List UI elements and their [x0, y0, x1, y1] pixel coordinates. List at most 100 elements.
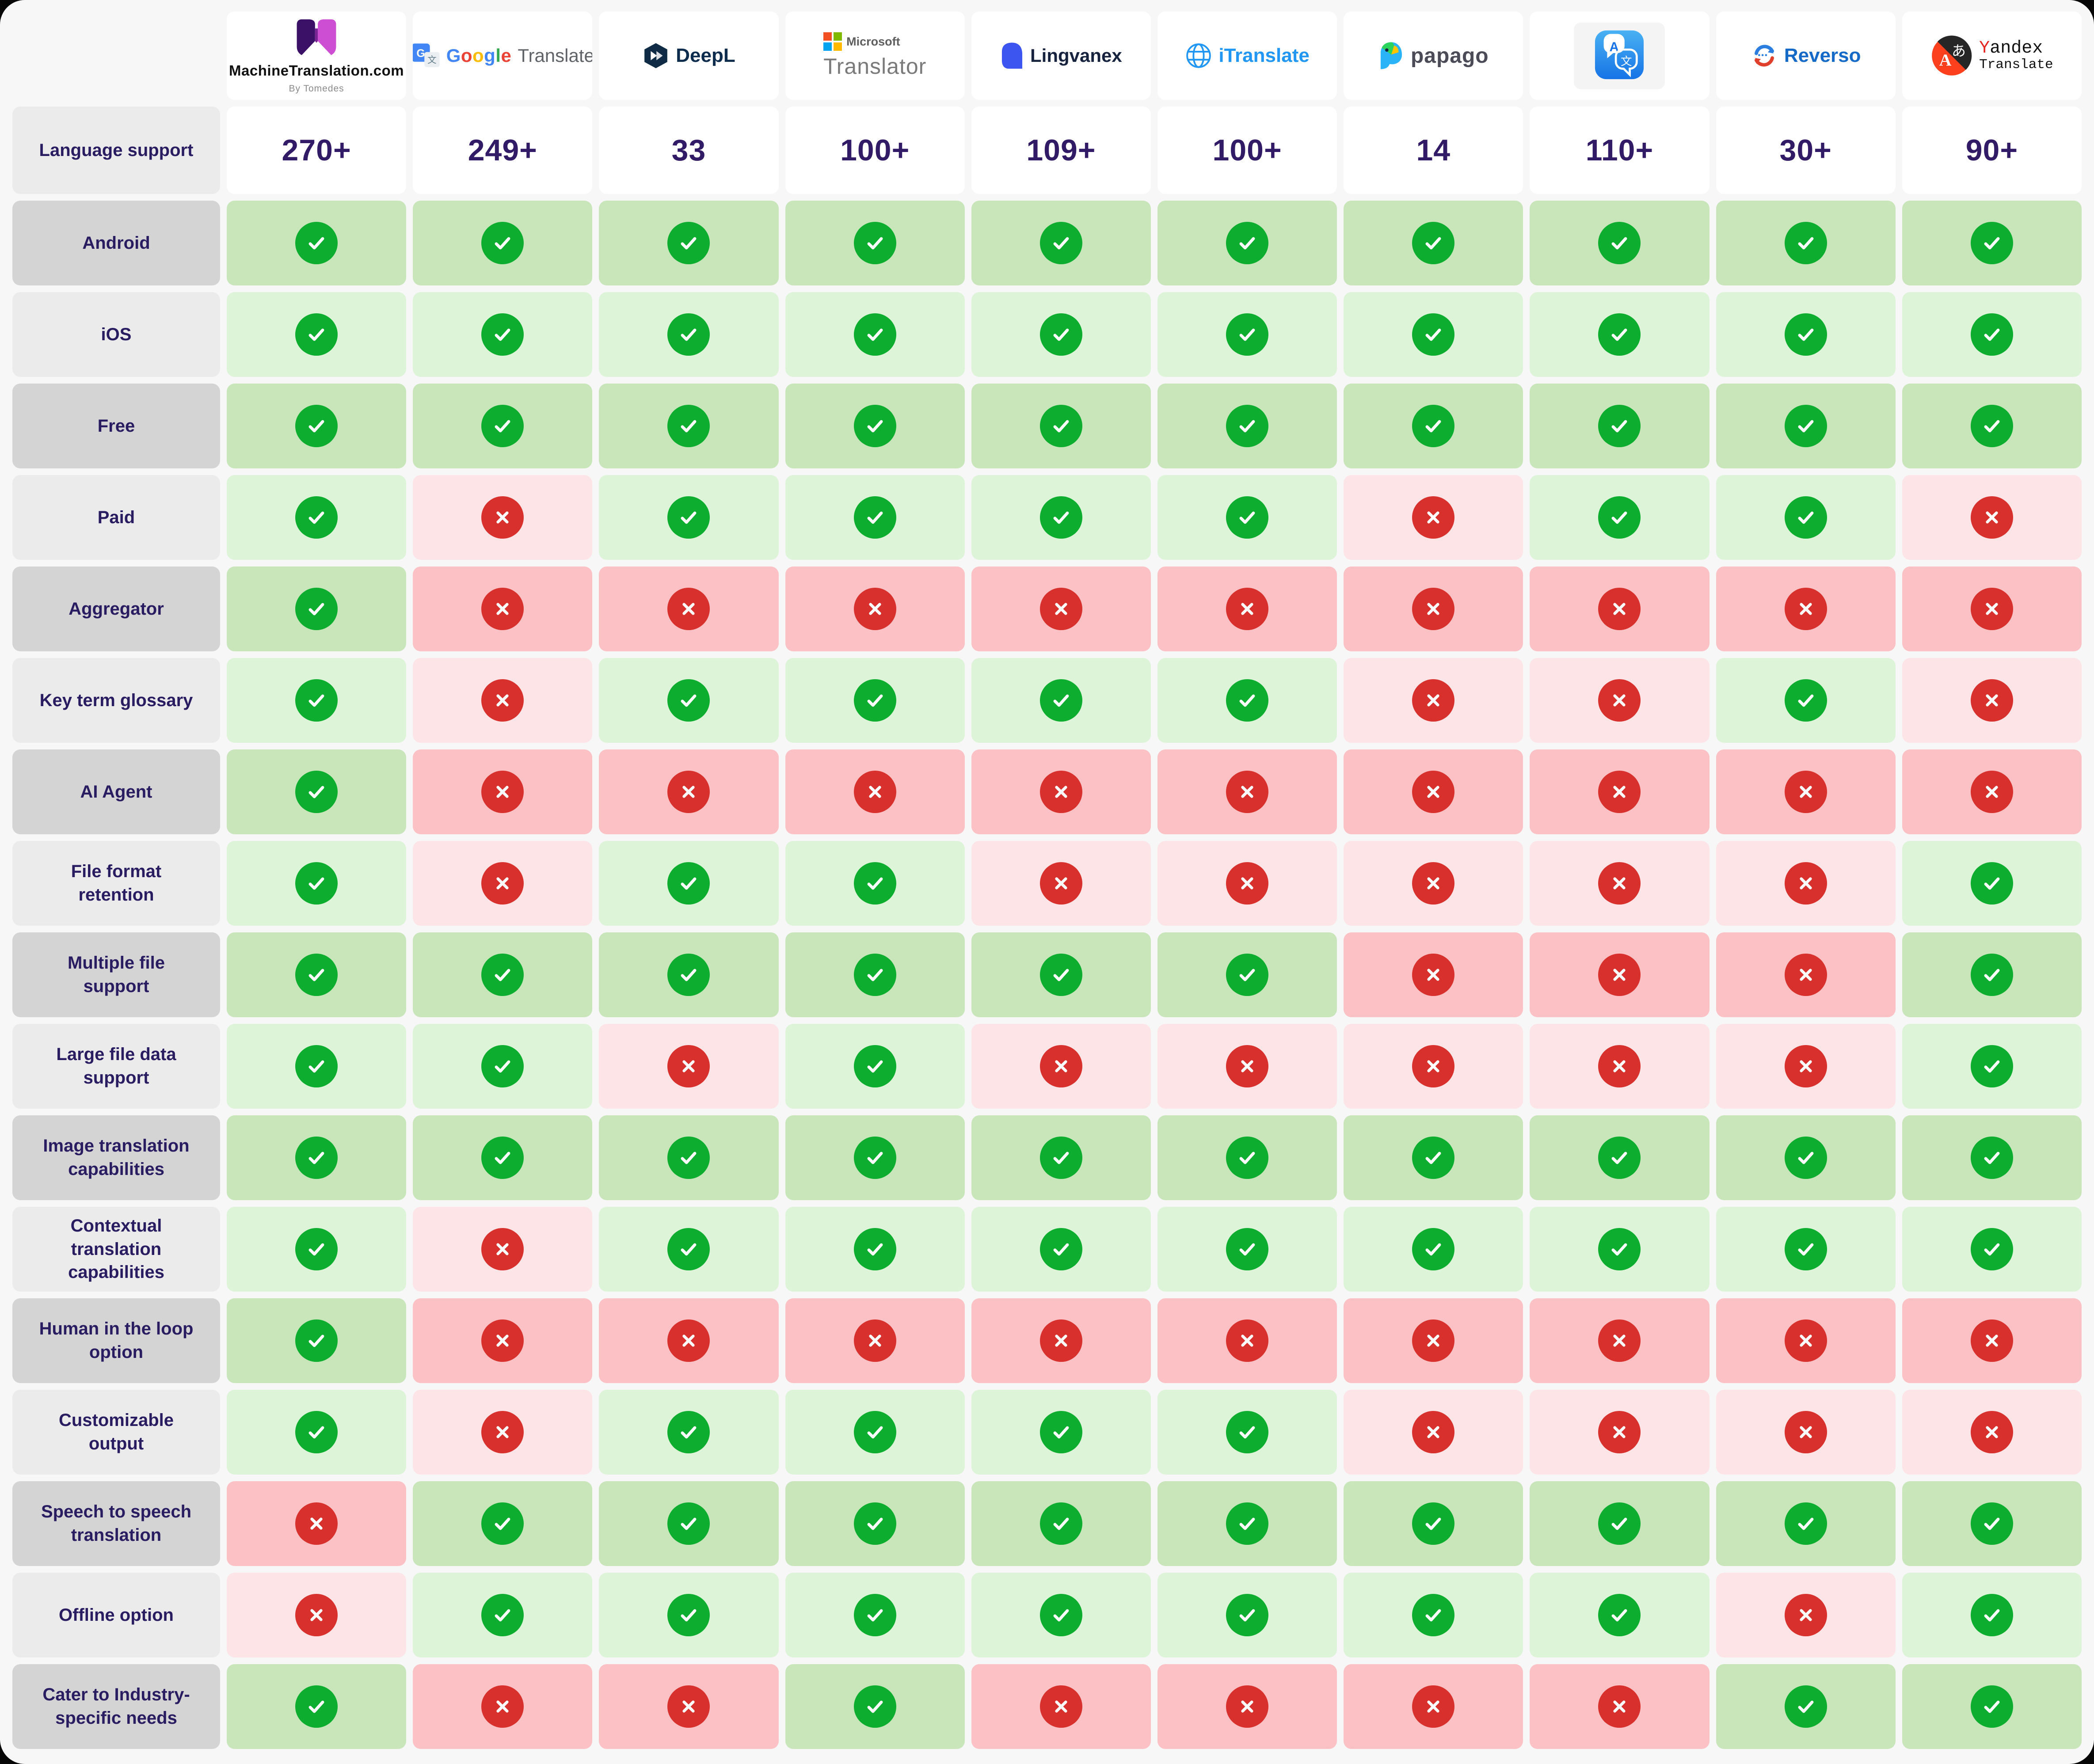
- cross-icon: [1784, 771, 1827, 813]
- cell-ios-apple-translate: [1530, 292, 1709, 377]
- translator-label: Translator: [823, 54, 927, 79]
- reverso-icon: [1754, 45, 1774, 67]
- check-icon: [1598, 313, 1641, 356]
- cell-free-google: [413, 384, 593, 468]
- check-icon: [1970, 1228, 2013, 1270]
- cell-offline-option-itranslate: [1157, 1573, 1337, 1658]
- check-icon: [295, 1137, 338, 1179]
- cross-icon: [1784, 1411, 1827, 1453]
- check-icon: [853, 1502, 896, 1545]
- cell-contextual-translation-capabilities-machinetranslation: [227, 1207, 407, 1292]
- cross-icon: [295, 1594, 338, 1636]
- check-icon: [1970, 405, 2013, 447]
- cross-icon: [1412, 1685, 1455, 1728]
- cell-android-apple-translate: [1530, 201, 1709, 285]
- cell-paid-yandex: [1902, 475, 2082, 560]
- row-label-aggregator: Aggregator: [12, 566, 220, 651]
- cell-image-translation-capabilities-papago: [1344, 1115, 1523, 1200]
- check-icon: [1226, 1411, 1269, 1453]
- check-icon: [853, 862, 896, 905]
- papago-wordmark: papago: [1410, 44, 1489, 68]
- check-icon: [853, 313, 896, 356]
- cell-free-deepl: [599, 384, 779, 468]
- cell-customizable-output-google: [413, 1390, 593, 1475]
- cell-large-file-data-support-machinetranslation: [227, 1024, 407, 1109]
- cross-icon: [1226, 771, 1269, 813]
- cell-key-term-glossary-machinetranslation: [227, 658, 407, 743]
- cell-contextual-translation-capabilities-deepl: [599, 1207, 779, 1292]
- cell-aggregator-itranslate: [1157, 566, 1337, 651]
- cell-image-translation-capabilities-itranslate: [1157, 1115, 1337, 1200]
- check-icon: [295, 588, 338, 630]
- cell-multiple-file-support-itranslate: [1157, 932, 1337, 1017]
- cell-offline-option-lingvanex: [971, 1573, 1151, 1658]
- cell-aggregator-machinetranslation: [227, 566, 407, 651]
- cross-icon: [1970, 1411, 2013, 1453]
- cell-large-file-data-support-itranslate: [1157, 1024, 1337, 1109]
- cell-ios-papago: [1344, 292, 1523, 377]
- cell-image-translation-capabilities-microsoft: [785, 1115, 965, 1200]
- papago-parrot-icon: [1380, 42, 1402, 69]
- cell-customizable-output-microsoft: [785, 1390, 965, 1475]
- cell-offline-option-microsoft: [785, 1573, 965, 1658]
- check-icon: [1226, 1594, 1269, 1636]
- cell-android-itranslate: [1157, 201, 1337, 285]
- cell-large-file-data-support-yandex: [1902, 1024, 2082, 1109]
- brand-card-yandex: A あ Yandex Translate: [1902, 11, 2082, 100]
- cell-cater-to-industry-specific-needs-deepl: [599, 1664, 779, 1749]
- cell-ios-yandex: [1902, 292, 2082, 377]
- check-icon: [481, 1137, 524, 1179]
- cross-icon: [1598, 1685, 1641, 1728]
- cell-human-in-the-loop-option-itranslate: [1157, 1298, 1337, 1383]
- cross-icon: [667, 1685, 710, 1728]
- cross-icon: [1784, 1045, 1827, 1087]
- check-icon: [1226, 679, 1269, 722]
- check-icon: [1784, 1685, 1827, 1728]
- check-icon: [1039, 405, 1082, 447]
- check-icon: [295, 313, 338, 356]
- check-icon: [1039, 1137, 1082, 1179]
- language-count: 14: [1416, 133, 1451, 167]
- check-icon: [1598, 405, 1641, 447]
- check-icon: [295, 405, 338, 447]
- cross-icon: [1784, 1594, 1827, 1636]
- cell-key-term-glossary-deepl: [599, 658, 779, 743]
- cell-ai-agent-yandex: [1902, 749, 2082, 834]
- cell-speech-to-speech-translation-reverso: [1716, 1481, 1896, 1566]
- cross-icon: [1598, 771, 1641, 813]
- cell-customizable-output-reverso: [1716, 1390, 1896, 1475]
- cell-multiple-file-support-deepl: [599, 932, 779, 1017]
- brand-card-reverso: Reverso: [1716, 11, 1896, 100]
- cross-icon: [1784, 862, 1827, 905]
- cell-multiple-file-support-yandex: [1902, 932, 2082, 1017]
- cell-cater-to-industry-specific-needs-machinetranslation: [227, 1664, 407, 1749]
- cross-icon: [1226, 588, 1269, 630]
- check-icon: [1970, 1045, 2013, 1087]
- check-icon: [1970, 313, 2013, 356]
- cross-icon: [1412, 862, 1455, 905]
- check-icon: [1784, 1502, 1827, 1545]
- brand-card-papago: papago: [1344, 11, 1523, 100]
- cross-icon: [481, 1228, 524, 1270]
- check-icon: [1970, 1502, 2013, 1545]
- cell-paid-google: [413, 475, 593, 560]
- cell-offline-option-deepl: [599, 1573, 779, 1658]
- cell-ios-google: [413, 292, 593, 377]
- cell-android-google: [413, 201, 593, 285]
- cross-icon: [1039, 588, 1082, 630]
- cell-android-deepl: [599, 201, 779, 285]
- cross-icon: [667, 1045, 710, 1087]
- language-count-cell: 100+: [785, 106, 965, 194]
- check-icon: [853, 679, 896, 722]
- cell-free-lingvanex: [971, 384, 1151, 468]
- cell-free-itranslate: [1157, 384, 1337, 468]
- cell-offline-option-papago: [1344, 1573, 1523, 1658]
- cross-icon: [1039, 862, 1082, 905]
- check-icon: [1039, 313, 1082, 356]
- cell-customizable-output-apple-translate: [1530, 1390, 1709, 1475]
- cell-multiple-file-support-reverso: [1716, 932, 1896, 1017]
- cell-android-microsoft: [785, 201, 965, 285]
- check-icon: [481, 954, 524, 996]
- cell-android-papago: [1344, 201, 1523, 285]
- language-count: 110+: [1585, 133, 1654, 167]
